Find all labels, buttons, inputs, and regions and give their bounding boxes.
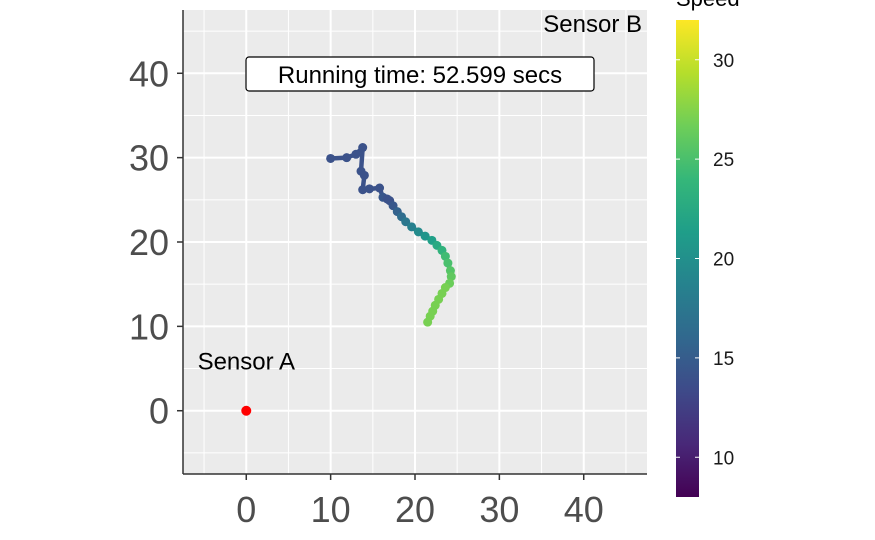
x-tick-label: 20 (395, 489, 435, 530)
y-tick-label: 30 (129, 138, 169, 179)
sensor-label: Sensor B (543, 11, 642, 38)
x-tick-label: 30 (479, 489, 519, 530)
colorbar-tick-label: 25 (713, 150, 734, 171)
trajectory-points (326, 143, 456, 327)
x-tick-label: 0 (236, 489, 256, 530)
y-tick-label: 0 (149, 391, 169, 432)
x-axis-ticks: 0 10 20 30 40 (236, 474, 604, 530)
running-time-annotation: Running time: 52.599 secs (245, 56, 595, 92)
trajectory-point (364, 184, 374, 194)
colorbar-tick-label: 10 (713, 448, 734, 469)
colorbar: Speed 10 15 20 25 30 (676, 0, 740, 497)
y-axis-ticks: 0 10 20 30 40 (129, 53, 183, 432)
sensor-label: Sensor A (198, 349, 295, 376)
trajectory-point (420, 231, 430, 241)
trajectory-point (407, 222, 417, 232)
colorbar-tick-label: 15 (713, 349, 734, 370)
trajectory-point (440, 251, 450, 261)
colorbar-tick-label: 20 (713, 250, 734, 271)
trajectory-point (358, 143, 368, 153)
trajectory-point (413, 227, 423, 237)
trajectory-point (401, 217, 411, 227)
x-tick-label: 10 (311, 489, 351, 530)
trajectory-point (358, 185, 368, 195)
y-tick-label: 10 (129, 306, 169, 347)
trajectory-point (342, 153, 352, 163)
sensor-point (241, 405, 252, 416)
colorbar-tick-label: 30 (713, 51, 734, 72)
colorbar-gradient (676, 20, 699, 497)
sensors: Sensor A Sensor B (198, 11, 642, 416)
trajectory-point (375, 183, 385, 193)
trajectory-point (446, 272, 456, 282)
trajectory-point (351, 149, 361, 159)
annotation-text: Running time: 52.599 secs (278, 62, 562, 89)
x-tick-label: 40 (564, 489, 604, 530)
colorbar-ticks: 10 15 20 25 30 (676, 51, 734, 469)
y-tick-label: 20 (129, 222, 169, 263)
y-tick-label: 40 (129, 53, 169, 94)
trajectory-point (423, 317, 433, 327)
colorbar-title: Speed (676, 0, 740, 11)
trajectory-point (326, 153, 336, 163)
trajectory-point (443, 258, 453, 268)
annotation-box (245, 56, 595, 92)
trajectory-point (359, 170, 369, 180)
